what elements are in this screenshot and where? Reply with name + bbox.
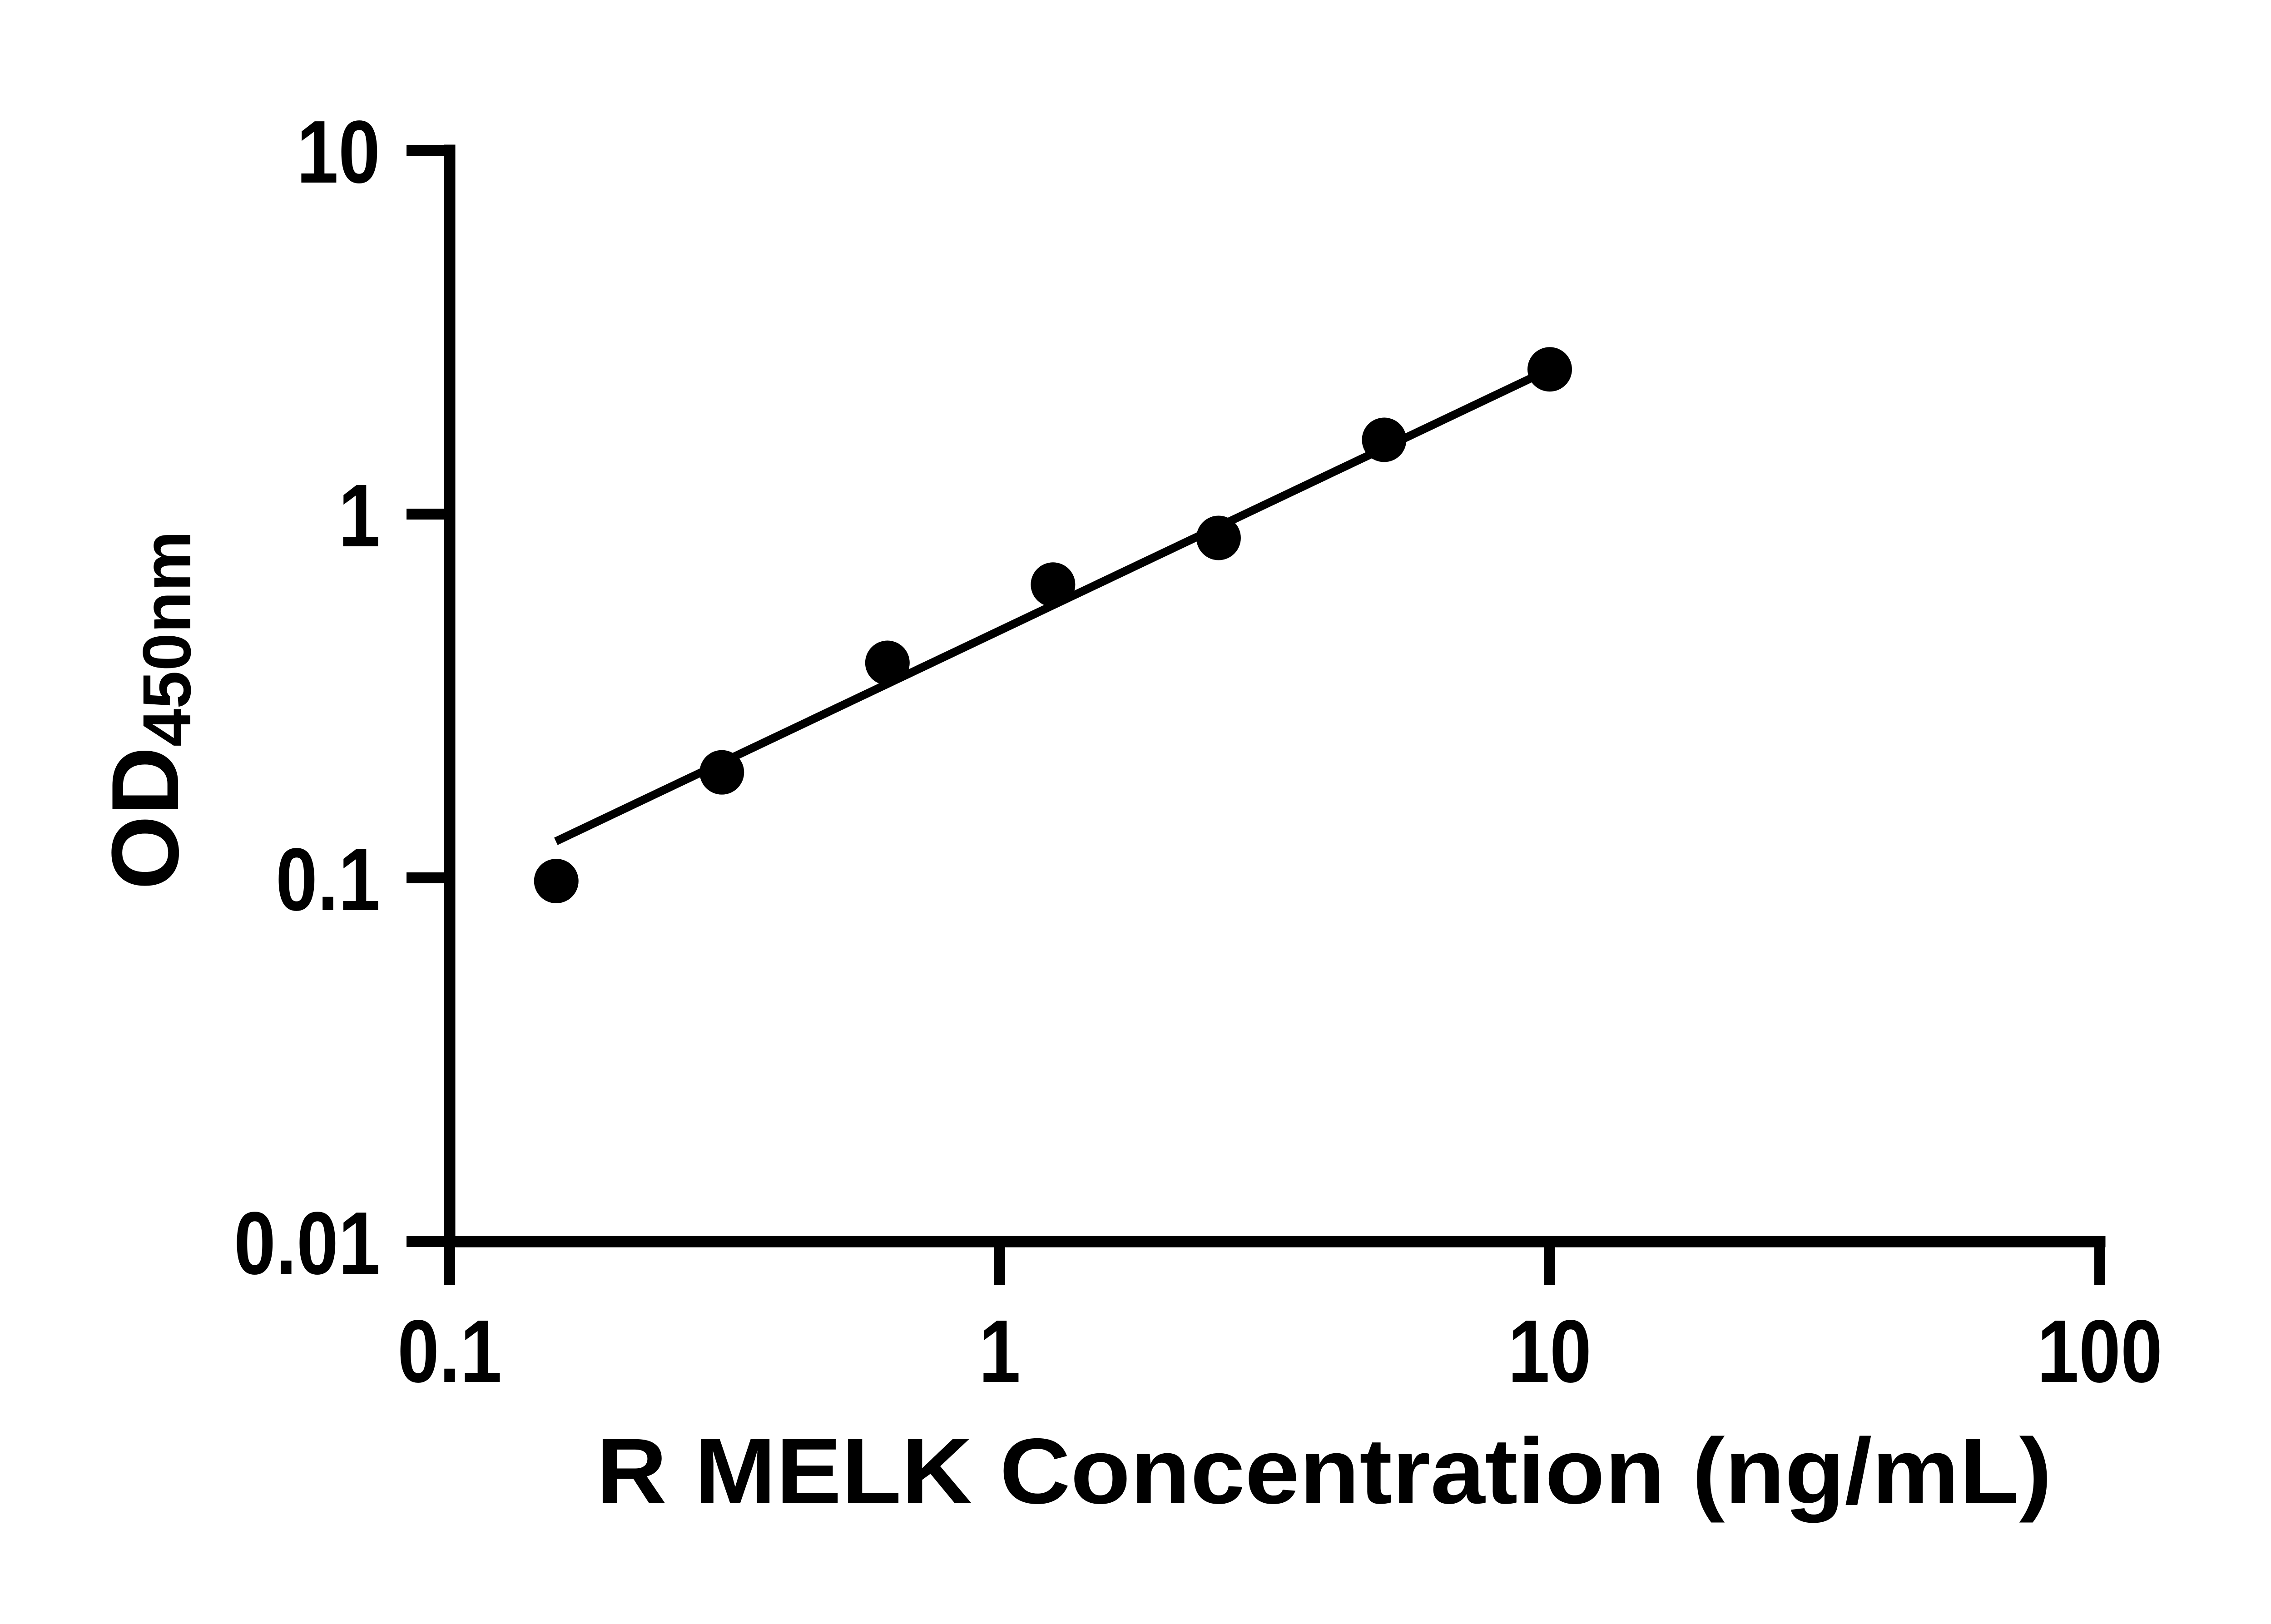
y-axis-title-main: OD bbox=[92, 747, 198, 890]
data-point bbox=[865, 640, 910, 685]
data-point bbox=[1196, 515, 1241, 560]
x-tick-label: 0.1 bbox=[397, 1302, 502, 1401]
x-tick-label: 1 bbox=[979, 1302, 1021, 1401]
data-point bbox=[1362, 417, 1407, 462]
x-tick-label: 100 bbox=[2037, 1302, 2162, 1401]
y-tick-label: 1 bbox=[338, 466, 380, 565]
x-tick-label: 10 bbox=[1508, 1302, 1592, 1401]
x-axis-title: R MELK Concentration (ng/mL) bbox=[596, 1419, 2052, 1523]
data-point bbox=[1031, 562, 1076, 607]
y-tick-label: 0.1 bbox=[276, 830, 380, 929]
data-point bbox=[534, 859, 579, 904]
y-tick-label: 10 bbox=[297, 102, 380, 202]
y-axis-title: OD450nm bbox=[92, 531, 205, 890]
data-point bbox=[1527, 347, 1572, 392]
y-axis-title-subscript: 450nm bbox=[129, 531, 205, 747]
data-point bbox=[699, 750, 744, 795]
y-tick-label: 0.01 bbox=[234, 1193, 380, 1293]
